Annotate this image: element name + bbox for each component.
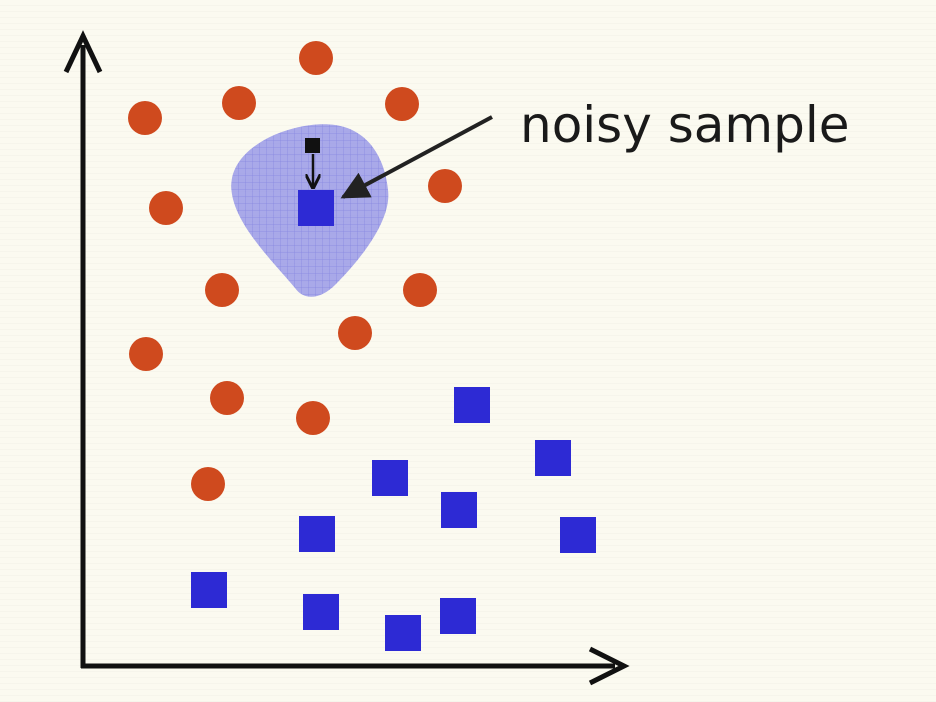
majority-sample-circle xyxy=(149,191,183,225)
majority-sample-circle xyxy=(296,401,330,435)
majority-class-samples xyxy=(128,41,462,501)
majority-sample-circle xyxy=(428,169,462,203)
noisy-sample-label: noisy sample xyxy=(520,96,850,154)
majority-sample-circle xyxy=(191,467,225,501)
minority-sample-square xyxy=(385,615,421,651)
synthetic-sample-marker xyxy=(305,138,320,153)
majority-sample-circle xyxy=(205,273,239,307)
majority-sample-circle xyxy=(299,41,333,75)
synthetic-point xyxy=(305,138,320,186)
axes xyxy=(63,30,630,686)
majority-sample-circle xyxy=(338,316,372,350)
minority-sample-square xyxy=(303,594,339,630)
minority-class-samples xyxy=(191,190,596,651)
majority-sample-circle xyxy=(385,87,419,121)
y-axis-arrowhead xyxy=(63,30,103,74)
minority-sample-square xyxy=(191,572,227,608)
minority-sample-square xyxy=(441,492,477,528)
majority-sample-circle xyxy=(403,273,437,307)
majority-sample-circle xyxy=(222,86,256,120)
minority-sample-square xyxy=(560,517,596,553)
majority-sample-circle xyxy=(128,101,162,135)
minority-sample-square xyxy=(535,440,571,476)
noisy-sample-square xyxy=(298,190,334,226)
majority-sample-circle xyxy=(129,337,163,371)
majority-sample-circle xyxy=(210,381,244,415)
minority-sample-square xyxy=(454,387,490,423)
minority-sample-square xyxy=(299,516,335,552)
x-axis-arrowhead xyxy=(588,646,630,686)
minority-sample-square xyxy=(372,460,408,496)
minority-sample-square xyxy=(440,598,476,634)
annotation-arrow xyxy=(340,115,493,199)
